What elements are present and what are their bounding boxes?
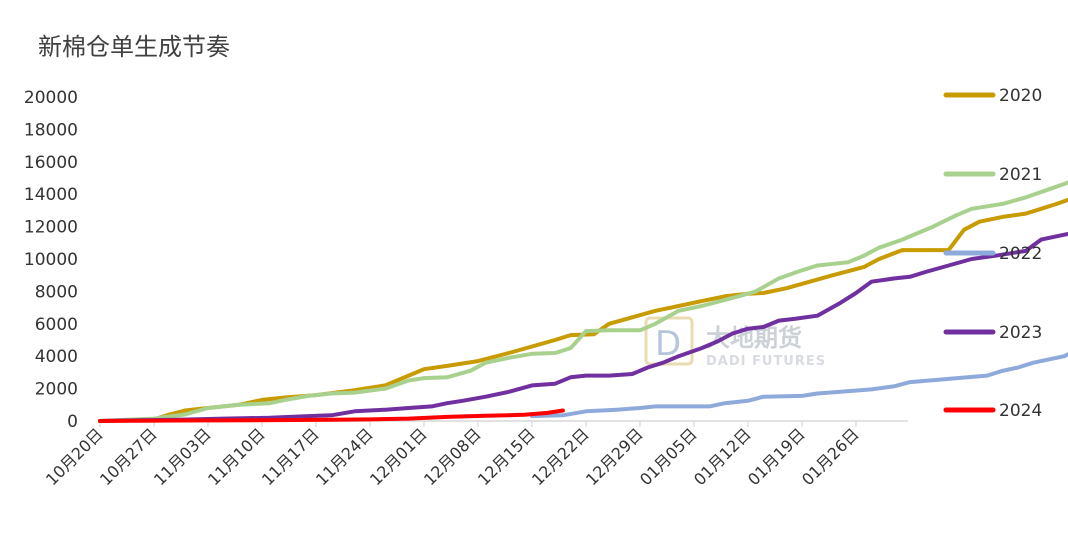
x-tick-label: 11月17日 (258, 424, 323, 489)
legend-label-2021: 2021 (999, 165, 1042, 185)
y-tick-label: 20000 (24, 88, 78, 108)
chart-title: 新棉仓单生成节奏 (38, 33, 230, 61)
x-tick-label: 01月12日 (690, 424, 755, 489)
watermark-english: DADI FUTURES (706, 354, 826, 369)
x-tick-label: 11月10日 (204, 424, 269, 489)
legend-label-2020: 2020 (999, 86, 1042, 106)
y-tick-label: 6000 (35, 315, 78, 335)
series-group (98, 180, 1068, 423)
x-tick-label: 12月08日 (420, 424, 485, 489)
legend: 2020 2021 2022 2023 2024 (943, 86, 1042, 421)
watermark: D 大地期货 DADI FUTURES (644, 316, 826, 369)
series-line-2020 (98, 197, 1068, 423)
y-tick-label: 8000 (35, 282, 78, 302)
series-line-2021 (98, 180, 1068, 423)
x-tick-label: 10月20日 (42, 424, 107, 489)
legend-label-2022: 2022 (999, 244, 1042, 264)
y-tick-label: 2000 (35, 380, 78, 400)
x-tick-label: 12月22日 (528, 424, 593, 489)
x-tick-label: 11月03日 (150, 424, 215, 489)
y-tick-label: 14000 (24, 185, 78, 205)
legend-label-2024: 2024 (999, 401, 1042, 421)
series-line-2023 (98, 231, 1068, 423)
y-tick-label: 4000 (35, 347, 78, 367)
y-tick-label: 10000 (24, 250, 78, 270)
x-tick-label: 10月27日 (96, 424, 161, 489)
x-tick-label: 11月24日 (312, 424, 377, 489)
legend-label-2023: 2023 (999, 323, 1042, 343)
x-tick-label: 12月15日 (474, 424, 539, 489)
x-tick-label: 01月26日 (798, 424, 863, 489)
y-tick-label: 16000 (24, 153, 78, 173)
y-tick-label: 12000 (24, 218, 78, 238)
x-tick-label: 01月05日 (636, 424, 701, 489)
x-tick-label: 12月29日 (582, 424, 647, 489)
y-tick-label: 0 (67, 412, 78, 432)
y-tick-label: 18000 (24, 120, 78, 140)
series-line-2024 (98, 408, 565, 423)
x-tick-label: 01月19日 (744, 424, 809, 489)
x-tick-label: 12月01日 (366, 424, 431, 489)
series-line-2022 (530, 351, 1068, 419)
